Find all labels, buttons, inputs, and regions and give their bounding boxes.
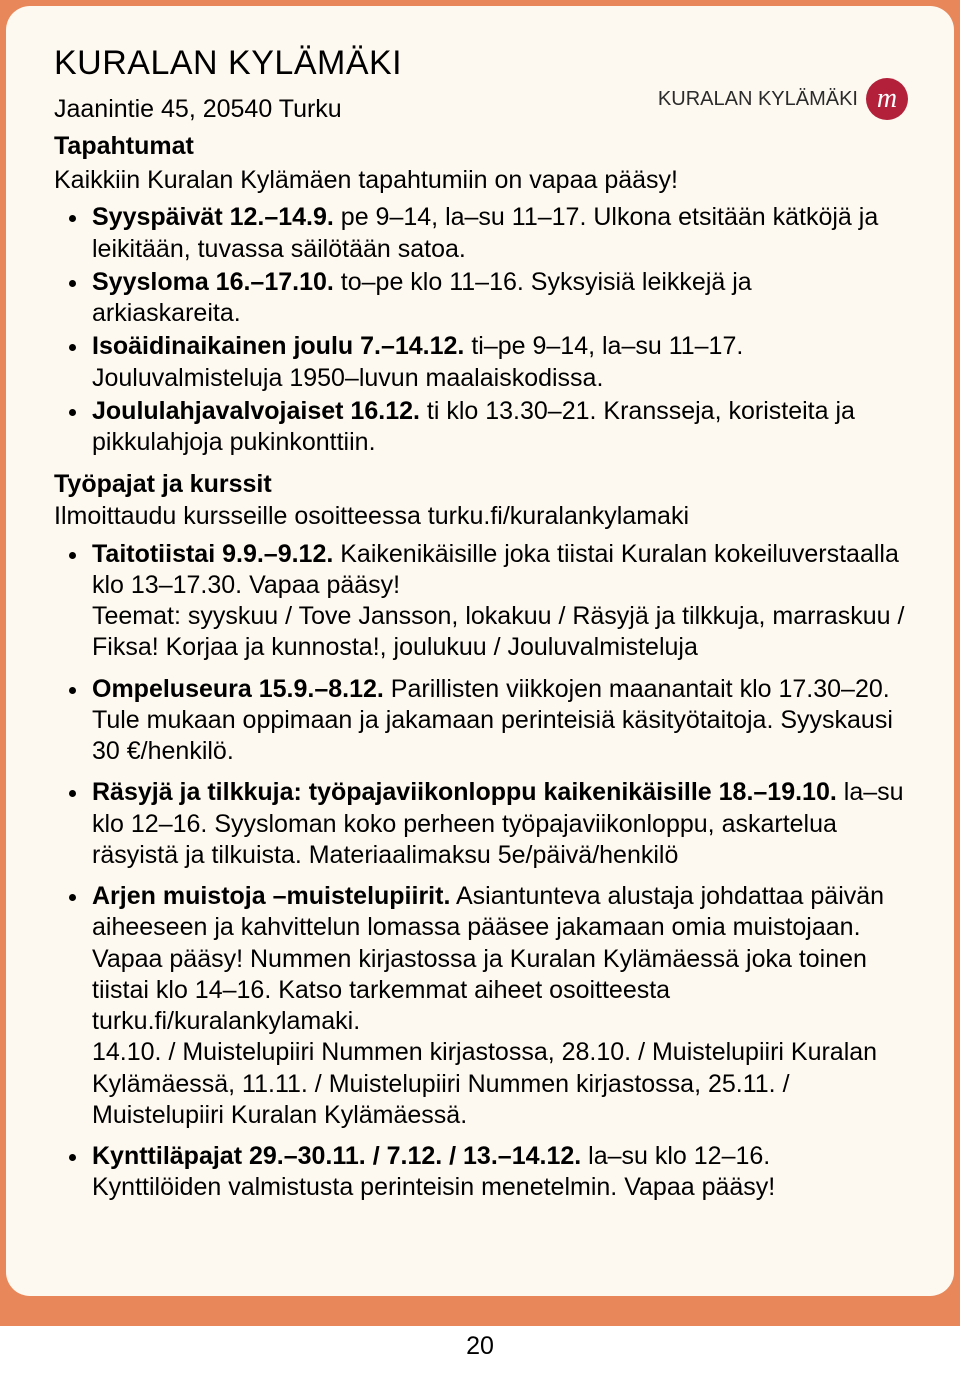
content-card: KURALAN KYLÄMÄKI m KURALAN KYLÄMÄKI Jaan… — [6, 6, 954, 1296]
workshop-extra: Teemat: syyskuu / Tove Jansson, lokakuu … — [92, 602, 904, 661]
workshop-item: Kynttiläpajat 29.–30.11. / 7.12. / 13.–1… — [90, 1141, 906, 1204]
workshops-list: Taitotiistai 9.9.–9.12. Kaikenikäisille … — [54, 539, 906, 1204]
event-item: Syyspäivät 12.–14.9. pe 9–14, la–su 11–1… — [90, 202, 906, 265]
section-tapahtumat-heading: Tapahtumat — [54, 132, 906, 161]
events-list: Syyspäivät 12.–14.9. pe 9–14, la–su 11–1… — [54, 202, 906, 458]
page-background: KURALAN KYLÄMÄKI m KURALAN KYLÄMÄKI Jaan… — [0, 0, 960, 1326]
workshop-item: Arjen muistoja –muistelupiirit. Asiantun… — [90, 881, 906, 1131]
workshop-title: Arjen muistoja –muistelupiirit. — [92, 882, 450, 910]
event-item: Joululahjavalvojaiset 16.12. ti klo 13.3… — [90, 396, 906, 459]
page-number: 20 — [0, 1326, 960, 1361]
workshop-item: Taitotiistai 9.9.–9.12. Kaikenikäisille … — [90, 539, 906, 664]
event-title: Syyspäivät 12.–14.9. — [92, 203, 334, 231]
workshop-item: Ompeluseura 15.9.–8.12. Parillisten viik… — [90, 674, 906, 768]
event-title: Joululahjavalvojaiset 16.12. — [92, 397, 420, 425]
workshop-title: Ompeluseura 15.9.–8.12. — [92, 675, 384, 703]
section-tapahtumat-intro: Kaikkiin Kuralan Kylämäen tapahtumiin on… — [54, 165, 906, 196]
workshop-title: Räsyjä ja tilkkuja: työpajaviikonloppu k… — [92, 778, 837, 806]
section-workshops-heading: Työpajat ja kurssit — [54, 470, 906, 499]
logo-area: KURALAN KYLÄMÄKI m — [658, 78, 908, 120]
workshop-title: Taitotiistai 9.9.–9.12. — [92, 540, 333, 568]
workshop-title: Kynttiläpajat 29.–30.11. / 7.12. / 13.–1… — [92, 1142, 581, 1170]
event-title: Isoäidinaikainen joulu 7.–14.12. — [92, 332, 464, 360]
section-workshops-intro: Ilmoittaudu kursseille osoitteessa turku… — [54, 501, 906, 532]
event-title: Syysloma 16.–17.10. — [92, 268, 334, 296]
workshop-item: Räsyjä ja tilkkuja: työpajaviikonloppu k… — [90, 777, 906, 871]
workshop-trail: 14.10. / Muistelupiiri Nummen kirjastoss… — [92, 1038, 877, 1129]
event-item: Isoäidinaikainen joulu 7.–14.12. ti–pe 9… — [90, 331, 906, 394]
logo-text: KURALAN KYLÄMÄKI — [658, 88, 858, 111]
event-item: Syysloma 16.–17.10. to–pe klo 11–16. Syk… — [90, 267, 906, 330]
logo-badge-icon: m — [866, 78, 908, 120]
